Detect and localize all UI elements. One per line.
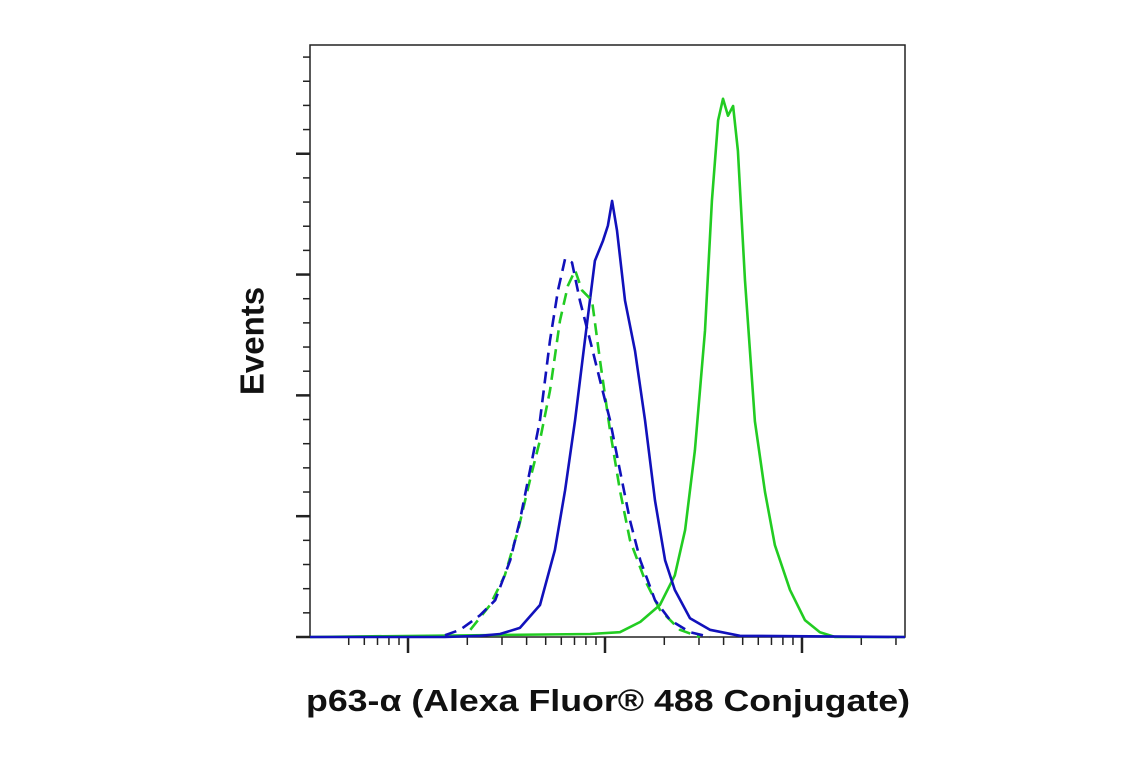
histogram [310,199,906,639]
histogram [309,97,905,639]
plot-frame [309,44,906,638]
dashed-histogram [444,257,711,639]
y-axis-label: Events [234,287,271,395]
x-axis-label: p63-α (Alexa Fluor® 488 Conjugate) [306,683,910,718]
